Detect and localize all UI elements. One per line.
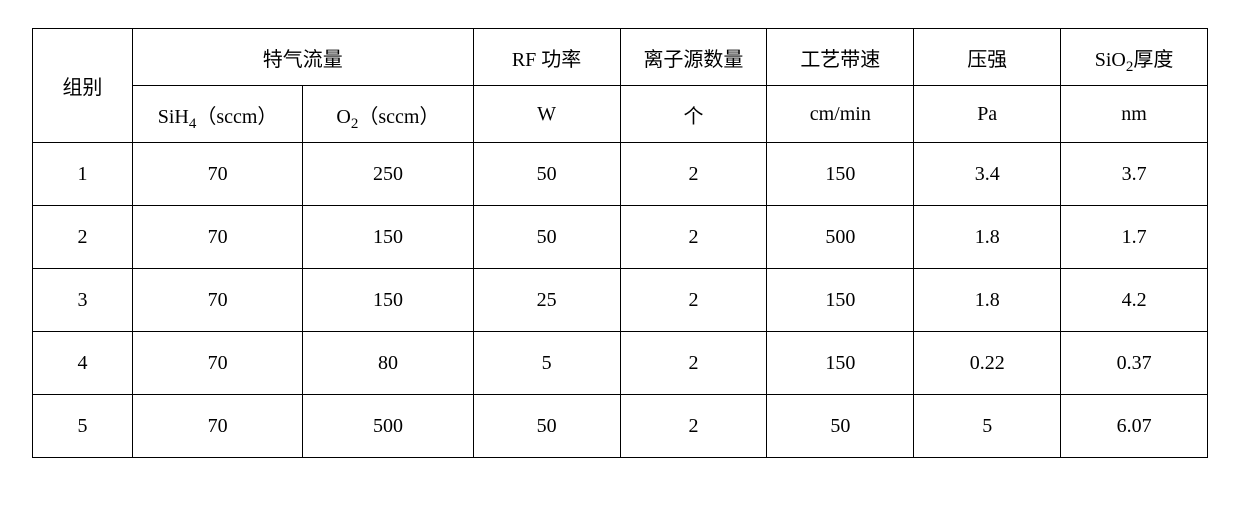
cell-pressure: 3.4 (914, 143, 1061, 206)
header-gas-flow: 特气流量 (132, 29, 473, 86)
table-row: 1 70 250 50 2 150 3.4 3.7 (33, 143, 1208, 206)
table-body: 1 70 250 50 2 150 3.4 3.7 2 70 150 50 2 … (33, 143, 1208, 458)
header-sih4: SiH4（sccm） (132, 86, 302, 143)
cell-o2: 150 (303, 206, 473, 269)
cell-rf: 50 (473, 395, 620, 458)
header-o2: O2（sccm） (303, 86, 473, 143)
cell-group: 5 (33, 395, 133, 458)
cell-rf: 5 (473, 332, 620, 395)
cell-sih4: 70 (132, 332, 302, 395)
cell-ion: 2 (620, 206, 767, 269)
table-row: 3 70 150 25 2 150 1.8 4.2 (33, 269, 1208, 332)
cell-thickness: 1.7 (1061, 206, 1208, 269)
header-row-1: 组别 特气流量 RF 功率 离子源数量 工艺带速 压强 SiO2厚度 (33, 29, 1208, 86)
header-belt-top: 工艺带速 (767, 29, 914, 86)
cell-sih4: 70 (132, 143, 302, 206)
header-thickness-unit: nm (1061, 86, 1208, 143)
cell-thickness: 4.2 (1061, 269, 1208, 332)
cell-pressure: 1.8 (914, 269, 1061, 332)
cell-belt: 150 (767, 143, 914, 206)
header-belt-unit: cm/min (767, 86, 914, 143)
cell-o2: 80 (303, 332, 473, 395)
cell-ion: 2 (620, 332, 767, 395)
cell-belt: 50 (767, 395, 914, 458)
table-row: 4 70 80 5 2 150 0.22 0.37 (33, 332, 1208, 395)
cell-rf: 25 (473, 269, 620, 332)
cell-sih4: 70 (132, 206, 302, 269)
cell-thickness: 6.07 (1061, 395, 1208, 458)
parameter-table: 组别 特气流量 RF 功率 离子源数量 工艺带速 压强 SiO2厚度 SiH4（… (32, 28, 1208, 458)
cell-thickness: 3.7 (1061, 143, 1208, 206)
header-group: 组别 (33, 29, 133, 143)
cell-belt: 500 (767, 206, 914, 269)
cell-thickness: 0.37 (1061, 332, 1208, 395)
cell-ion: 2 (620, 269, 767, 332)
cell-sih4: 70 (132, 269, 302, 332)
header-pressure-unit: Pa (914, 86, 1061, 143)
cell-o2: 150 (303, 269, 473, 332)
header-pressure-top: 压强 (914, 29, 1061, 86)
header-rf-unit: W (473, 86, 620, 143)
cell-group: 1 (33, 143, 133, 206)
cell-group: 3 (33, 269, 133, 332)
cell-pressure: 5 (914, 395, 1061, 458)
cell-belt: 150 (767, 269, 914, 332)
cell-ion: 2 (620, 395, 767, 458)
cell-group: 2 (33, 206, 133, 269)
cell-belt: 150 (767, 332, 914, 395)
header-ion-unit: 个 (620, 86, 767, 143)
cell-rf: 50 (473, 143, 620, 206)
table-row: 2 70 150 50 2 500 1.8 1.7 (33, 206, 1208, 269)
table-row: 5 70 500 50 2 50 5 6.07 (33, 395, 1208, 458)
cell-sih4: 70 (132, 395, 302, 458)
header-thickness-top: SiO2厚度 (1061, 29, 1208, 86)
cell-group: 4 (33, 332, 133, 395)
cell-o2: 250 (303, 143, 473, 206)
header-row-2: SiH4（sccm） O2（sccm） W 个 cm/min Pa nm (33, 86, 1208, 143)
cell-pressure: 1.8 (914, 206, 1061, 269)
cell-pressure: 0.22 (914, 332, 1061, 395)
header-rf-top: RF 功率 (473, 29, 620, 86)
cell-rf: 50 (473, 206, 620, 269)
cell-ion: 2 (620, 143, 767, 206)
header-ion-top: 离子源数量 (620, 29, 767, 86)
cell-o2: 500 (303, 395, 473, 458)
